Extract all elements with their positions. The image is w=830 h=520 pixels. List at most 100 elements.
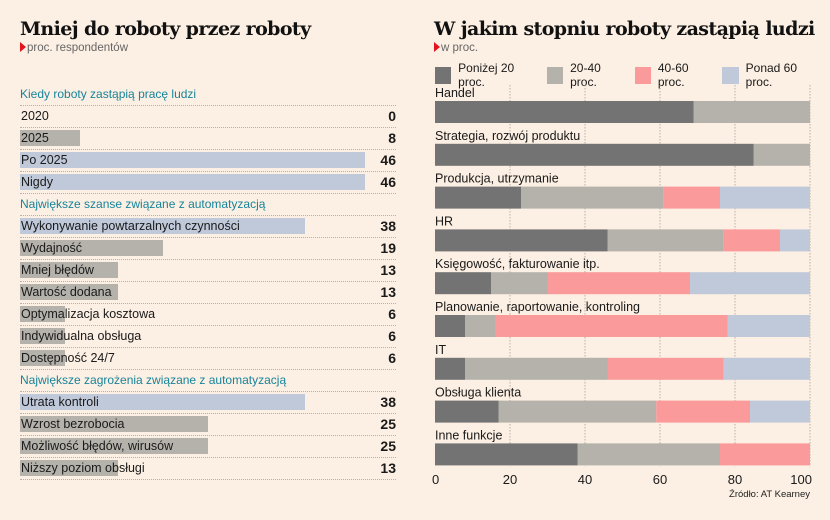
bar-segment: [547, 272, 690, 295]
bar-segment: [750, 400, 810, 423]
legend-label: 40-60 proc.: [657, 61, 689, 89]
bar-row: Utrata kontroli 38: [20, 392, 396, 414]
bar-value: 0: [388, 108, 396, 124]
legend-swatch: [634, 66, 651, 84]
bar-value: 6: [388, 350, 396, 366]
bar-label: 2020: [21, 109, 49, 123]
legend-label: Ponad 60 proc.: [745, 61, 798, 89]
bar-row: Wzrost bezrobocia 25: [20, 414, 396, 436]
x-tick-label: 0: [432, 472, 439, 487]
legend: Poniżej 20 proc. 20-40 proc. 40-60 proc. Po…: [435, 61, 830, 89]
bar: [20, 152, 365, 168]
legend-item: 40-60 proc.: [634, 61, 716, 89]
bar-row: 2025 8: [20, 128, 396, 150]
category-label: Obsługa klienta: [435, 386, 521, 400]
bar-row: Wykonywanie powtarzalnych czynności 38: [20, 216, 396, 238]
bar-segment: [435, 315, 465, 337]
bar-value: 13: [380, 460, 396, 476]
bar-segment: [723, 229, 780, 252]
bar-label: Indywidualna obsługa: [21, 329, 142, 343]
bar: [20, 350, 65, 366]
bar-segment: [435, 357, 465, 380]
bar: [20, 328, 65, 344]
bar-row: Mniej błędów 13: [20, 260, 396, 282]
bar: [20, 394, 305, 410]
bar-value: 19: [380, 240, 396, 256]
x-tick-label: 20: [503, 472, 517, 487]
bar-value: 38: [380, 218, 396, 234]
bar-value: 6: [388, 306, 396, 322]
bar-segment: [723, 357, 810, 380]
bar: [20, 262, 118, 278]
bar-row: Dostępność 24/7 6: [20, 348, 396, 370]
red-triangle-icon: [20, 42, 26, 52]
bar-segment: [663, 186, 720, 209]
bar-value: 25: [380, 438, 396, 454]
section-heading: Kiedy roboty zastąpią pracę ludzi: [20, 84, 396, 106]
legend-swatch: [722, 66, 739, 84]
bar-segment: [720, 443, 810, 466]
bar: [20, 460, 118, 476]
legend-swatch: [546, 66, 564, 84]
bar-row: Po 2025 46: [20, 150, 396, 172]
legend-item: Ponad 60 proc.: [722, 61, 823, 89]
bar-segment: [780, 229, 810, 252]
bar-segment: [435, 143, 754, 166]
bar-value: 13: [380, 284, 396, 300]
bar-label: Wykonywanie powtarzalnych czynności: [21, 219, 240, 233]
bar-segment: [577, 443, 720, 466]
bar-value: 46: [380, 152, 396, 168]
bar-label: Niższy poziom obsługi: [21, 461, 145, 475]
bar-row: Wartość dodana 13: [20, 282, 396, 304]
bar-label: Wzrost bezrobocia: [21, 417, 125, 431]
bar-label: Optymalizacja kosztowa: [21, 307, 156, 321]
bar-segment: [435, 101, 694, 123]
bar-value: 38: [380, 394, 396, 410]
bar-segment: [435, 229, 608, 252]
legend-label: 20-40 proc.: [570, 61, 601, 89]
bar-value: 8: [388, 130, 396, 146]
section-heading: Największe szanse związane z automatyzac…: [20, 194, 396, 216]
left-bar-chart: Kiedy roboty zastąpią pracę ludzi 2020 0 20…: [20, 84, 396, 480]
left-chart-title: Mniej do roboty przez roboty: [20, 18, 311, 40]
source-note: Źródło: AT Kearney: [729, 489, 810, 500]
bar-label: 2025: [21, 131, 49, 145]
category-label: Planowanie, raportowanie, kontroling: [435, 300, 640, 314]
x-tick-label: 60: [653, 472, 667, 487]
x-tick-label: 80: [728, 472, 742, 487]
bar: [20, 284, 118, 300]
section-heading: Największe zagrożenia związane z automat…: [20, 370, 396, 392]
bar-segment: [690, 272, 810, 295]
category-label: Strategia, rozwój produktu: [435, 129, 580, 143]
bar-row: Indywidualna obsługa 6: [20, 326, 396, 348]
legend-swatch: [435, 66, 452, 84]
bar-value: 25: [380, 416, 396, 432]
bar-row: Optymalizacja kosztowa 6: [20, 304, 396, 326]
bar-row: Niższy poziom obsługi 13: [20, 458, 396, 480]
bar-row: Możliwość błędów, wirusów 25: [20, 436, 396, 458]
category-label: Handel: [435, 86, 475, 100]
x-tick-label: 40: [578, 472, 592, 487]
bar-row: Nigdy 46: [20, 172, 396, 194]
legend-item: Poniżej 20 proc.: [435, 61, 540, 89]
category-label: Inne funkcje: [435, 428, 502, 442]
bar-segment: [607, 229, 724, 252]
bar-label: Wartość dodana: [21, 285, 112, 299]
bar-segment: [491, 272, 548, 295]
bar-segment: [693, 101, 810, 123]
bar: [20, 174, 365, 190]
bar-segment: [498, 400, 657, 423]
bar-segment: [435, 186, 522, 209]
bar: [20, 218, 305, 234]
category-label: Księgowość, fakturowanie itp.: [435, 257, 600, 271]
bar: [20, 416, 208, 432]
bar-label: Utrata kontroli: [21, 395, 99, 409]
bar-segment: [435, 272, 492, 295]
bar: [20, 240, 163, 256]
bar-label: Nigdy: [21, 175, 53, 189]
bar-segment: [727, 315, 810, 337]
bar-row: 2020 0: [20, 106, 396, 128]
bar-label: Mniej błędów: [21, 263, 94, 277]
stacked-bar-chart: Handel Strategia, rozwój produktu Produkcj…: [432, 85, 812, 487]
right-chart-title: W jakim stopniu roboty zastąpią ludzi: [434, 18, 815, 40]
